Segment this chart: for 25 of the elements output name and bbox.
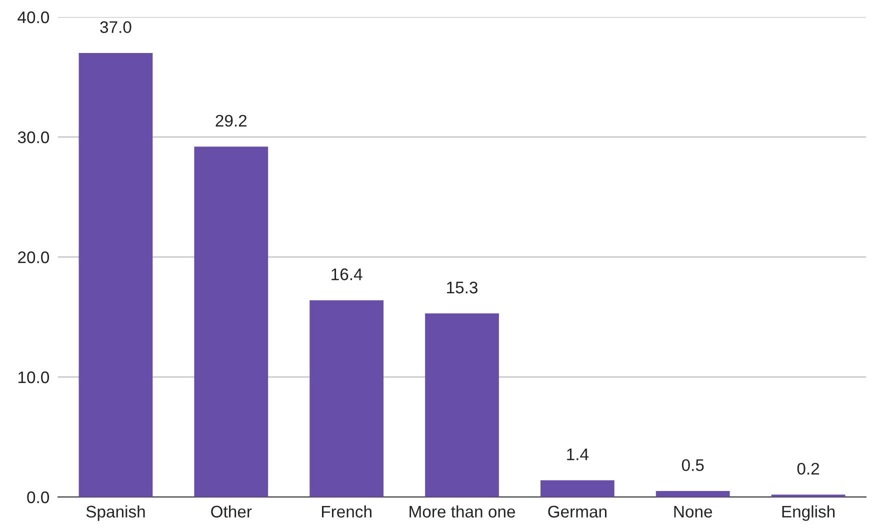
x-tick-label: More than one — [410, 505, 516, 518]
y-tick-label: 0.0 — [27, 491, 50, 504]
y-tick-label: 40.0 — [18, 11, 50, 24]
bar — [78, 53, 153, 497]
x-tick-label: None — [674, 506, 712, 518]
bar — [425, 313, 499, 497]
bar — [656, 491, 730, 497]
x-tick-label: French — [322, 505, 372, 518]
y-tick-label: 10.0 — [18, 371, 50, 384]
x-tick-label: Spanish — [86, 505, 145, 521]
data-label: 0.2 — [797, 462, 820, 475]
data-label: 15.3 — [447, 282, 478, 294]
bar — [194, 146, 268, 497]
x-tick-label: English — [782, 505, 835, 521]
bar — [310, 300, 384, 497]
y-tick-label: 20.0 — [18, 251, 50, 264]
data-label: 37.0 — [100, 21, 132, 34]
x-tick-label: Other — [211, 505, 252, 518]
data-label: 29.2 — [216, 114, 247, 127]
data-label: 0.5 — [682, 459, 704, 472]
data-label: 1.4 — [567, 448, 589, 460]
y-tick-label: 30.0 — [18, 131, 50, 144]
bar — [540, 480, 614, 497]
x-tick-label: German — [548, 506, 606, 518]
data-label: 16.4 — [332, 268, 362, 280]
